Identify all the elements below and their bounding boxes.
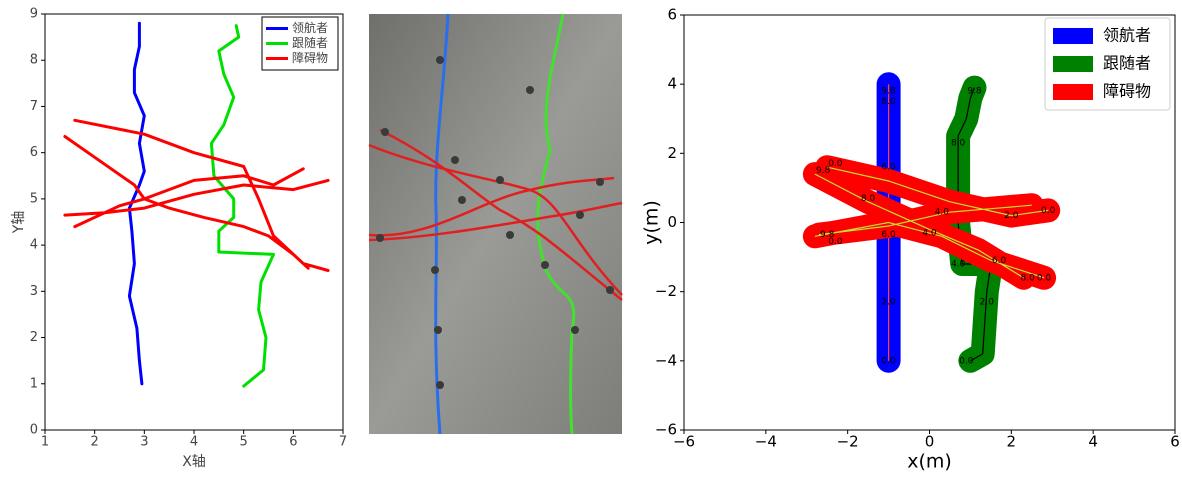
x-tick-label: 4 <box>1088 433 1098 451</box>
x-tick-label: 2 <box>1007 433 1017 451</box>
y-tick-label: 3 <box>30 284 38 299</box>
time-label: 0.0 <box>1041 206 1056 216</box>
x-tick-label: −6 <box>673 433 695 451</box>
legend-label: 跟随者 <box>292 35 328 50</box>
time-label: 9.8 <box>967 87 982 97</box>
y-tick-label: 7 <box>30 99 38 114</box>
y-tick-label: 0 <box>30 423 38 438</box>
y-tick-label: 4 <box>30 238 38 253</box>
x-axis-label: x(m) <box>907 451 952 473</box>
legend-label: 领航者 <box>1103 26 1151 45</box>
y-axis-label: y(m) <box>641 200 663 245</box>
trajectory-center <box>814 166 1049 279</box>
legend-swatch <box>1053 84 1093 100</box>
y-tick-label: 9 <box>30 7 38 22</box>
time-label: 6.0 <box>992 256 1007 266</box>
y-tick-label: 1 <box>30 376 38 391</box>
time-label: 0.0 <box>1037 273 1052 283</box>
y-tick-label: 8 <box>30 53 38 68</box>
time-label: 8.0 <box>1021 273 1036 283</box>
y-tick-label: 2 <box>667 144 677 162</box>
x-tick-label: 4 <box>190 435 198 450</box>
x-tick-label: 2 <box>91 435 99 450</box>
time-label: 8.0 <box>951 138 966 148</box>
time-label: 4.0 <box>922 228 937 238</box>
y-tick-label: 6 <box>30 145 38 160</box>
time-label: 8.0 <box>861 194 876 204</box>
y-tick-label: 0 <box>667 213 677 231</box>
photo <box>368 13 623 435</box>
time-label: 6.0 <box>881 163 896 173</box>
legend-label: 障碍物 <box>1103 82 1151 101</box>
time-label: 0.0 <box>959 356 974 366</box>
x-tick-label: −4 <box>755 433 777 451</box>
plot-area <box>44 13 344 431</box>
time-label: 9.8 <box>881 87 896 97</box>
legend-swatch <box>1053 28 1093 44</box>
y-tick-label: 4 <box>667 75 677 93</box>
y-tick-label: 2 <box>30 330 38 345</box>
y-axis-label: Y轴 <box>11 211 27 235</box>
time-label: 6.0 <box>881 230 896 240</box>
time-label: 0.0 <box>828 159 843 169</box>
legend-label: 跟随者 <box>1103 54 1151 73</box>
y-tick-label: 5 <box>30 191 38 206</box>
x-tick-label: 6 <box>289 435 297 450</box>
y-tick-label: −2 <box>655 282 677 300</box>
legend-label: 障碍物 <box>292 50 328 65</box>
time-label: 4.0 <box>935 208 950 218</box>
y-tick-label: −4 <box>655 351 677 369</box>
time-label: 9.8 <box>820 230 835 240</box>
time-label: 9.8 <box>816 166 831 176</box>
time-label: 2.0 <box>980 298 995 308</box>
time-label: 8.0 <box>881 97 896 107</box>
x-tick-label: 1 <box>41 435 49 450</box>
x-tick-label: −2 <box>837 433 859 451</box>
time-label: 0.0 <box>828 237 843 247</box>
y-tick-label: 6 <box>667 6 677 24</box>
time-label: 2.0 <box>1004 211 1019 221</box>
time-label: 4.0 <box>951 260 966 270</box>
x-tick-label: 5 <box>240 435 248 450</box>
x-tick-label: 7 <box>339 435 347 450</box>
x-tick-label: 0 <box>925 433 935 451</box>
y-tick-label: −6 <box>655 421 677 439</box>
legend-swatch <box>1053 56 1093 72</box>
trajectory-line <box>127 21 146 386</box>
x-tick-label: 6 <box>1170 433 1180 451</box>
x-axis-label: X轴 <box>182 454 206 470</box>
trajectory-line <box>63 118 330 272</box>
time-label: 2.0 <box>881 298 896 308</box>
x-tick-label: 3 <box>140 435 148 450</box>
legend-label: 领航者 <box>292 20 328 35</box>
trajectory-line <box>209 24 275 388</box>
time-label: 0.0 <box>881 356 896 366</box>
